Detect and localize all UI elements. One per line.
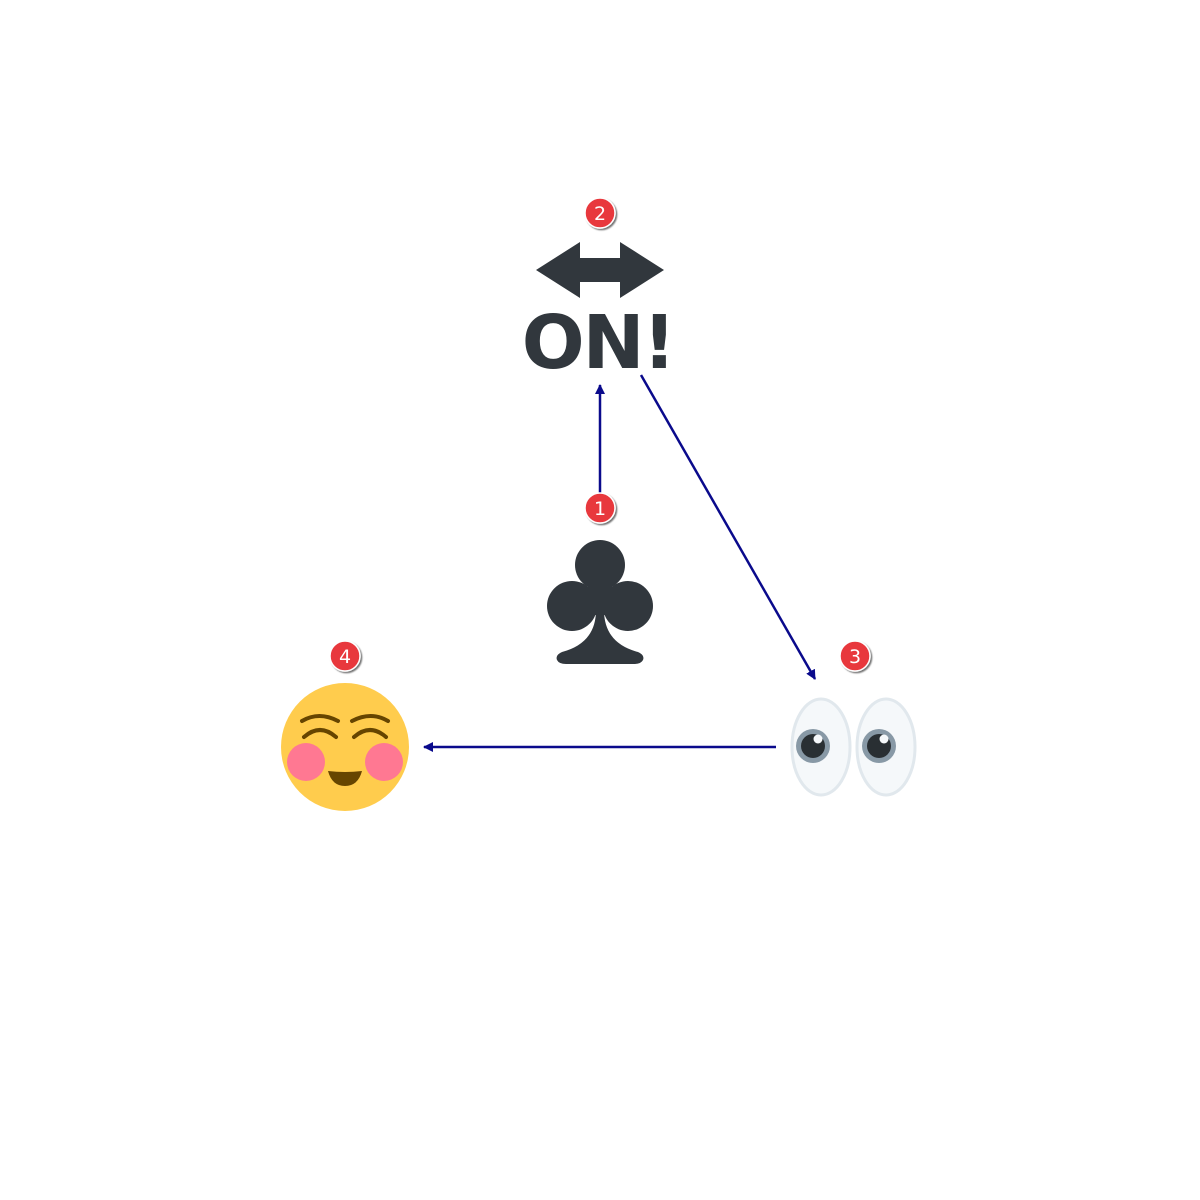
node-3-badge-label: 3 bbox=[849, 646, 861, 668]
edge-2-to-3 bbox=[639, 374, 817, 680]
eyes-icon bbox=[790, 697, 917, 797]
club-suit-icon bbox=[547, 540, 653, 664]
node-4: 4 bbox=[281, 640, 409, 811]
node-3-badge: 3 bbox=[839, 640, 871, 672]
on-arrow-icon: ON! bbox=[522, 242, 676, 386]
double-arrow-icon bbox=[536, 242, 664, 298]
node-1-badge-label: 1 bbox=[594, 498, 606, 520]
node-3: 3 bbox=[790, 640, 917, 797]
on-label: ON! bbox=[522, 300, 675, 386]
node-4-badge-label: 4 bbox=[339, 646, 351, 668]
node-4-badge: 4 bbox=[329, 640, 361, 672]
smiling-face-icon bbox=[281, 683, 409, 811]
node-1-badge: 1 bbox=[584, 492, 616, 524]
node-2: ON! 2 bbox=[522, 197, 676, 386]
node-2-badge: 2 bbox=[584, 197, 616, 229]
edges bbox=[423, 374, 817, 752]
node-1: 1 bbox=[547, 492, 653, 664]
node-2-badge-label: 2 bbox=[594, 203, 606, 225]
